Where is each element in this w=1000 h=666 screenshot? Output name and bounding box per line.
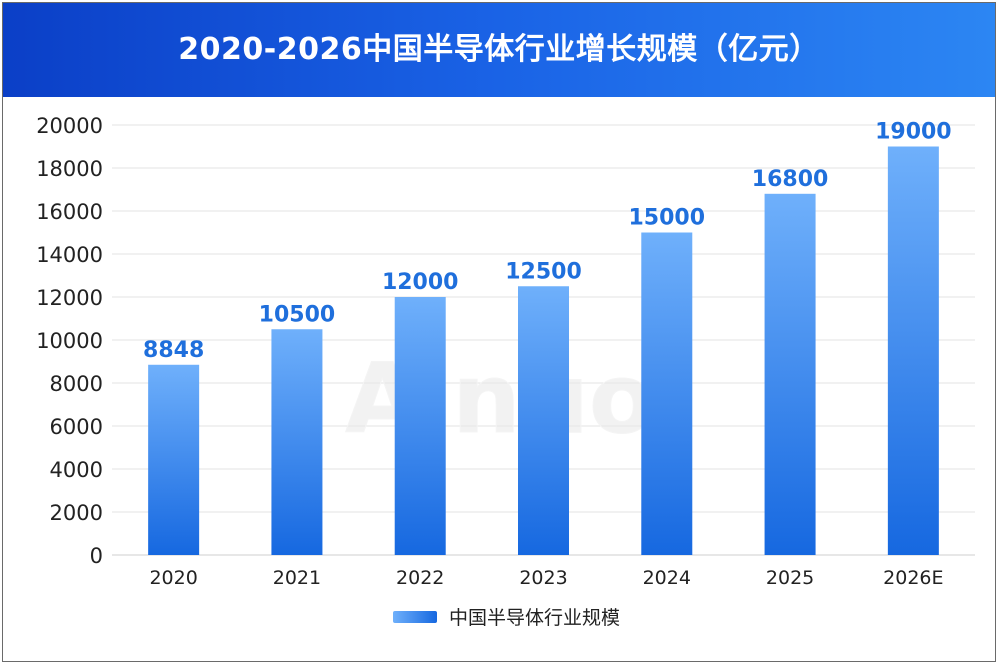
data-label-2023: 12500 bbox=[505, 259, 582, 284]
y-tick-label: 0 bbox=[90, 544, 103, 568]
y-tick-label: 10000 bbox=[36, 329, 103, 353]
y-tick-label: 6000 bbox=[50, 415, 103, 439]
data-label-2021: 10500 bbox=[259, 302, 336, 327]
legend-label: 中国半导体行业规模 bbox=[449, 607, 620, 629]
y-tick-label: 16000 bbox=[36, 200, 103, 224]
bar-2024 bbox=[641, 232, 693, 555]
y-tick-label: 20000 bbox=[36, 114, 103, 138]
data-label-2024: 15000 bbox=[629, 206, 706, 231]
bar-2023 bbox=[518, 286, 569, 555]
y-tick-label: 4000 bbox=[50, 458, 103, 482]
x-tick-label-2025: 2025 bbox=[766, 567, 814, 589]
x-tick-label-2023: 2023 bbox=[519, 567, 567, 589]
bar-2026E bbox=[887, 146, 939, 555]
y-axis-ticks: 0 2000 4000 6000 8000 10000 12000 14000 16000 180… bbox=[36, 114, 103, 568]
chart-title: 2020-2026中国半导体行业增长规模（亿元） bbox=[178, 32, 820, 67]
x-tick-label-2020: 2020 bbox=[149, 567, 197, 589]
bar-2020 bbox=[148, 364, 200, 555]
y-tick-label: 12000 bbox=[36, 286, 103, 310]
y-tick-label: 2000 bbox=[50, 501, 103, 525]
data-label-2025: 16800 bbox=[752, 167, 829, 192]
bar-2021 bbox=[271, 329, 323, 555]
watermark-text: Ainuo bbox=[345, 343, 655, 455]
data-labels: 8848 10500 12000 12500 15000 16800 19000 bbox=[143, 120, 952, 363]
y-tick-label: 18000 bbox=[36, 157, 103, 181]
x-tick-label-2022: 2022 bbox=[396, 567, 444, 589]
x-tick-label-2024: 2024 bbox=[643, 567, 691, 589]
x-tick-label-2021: 2021 bbox=[273, 567, 321, 589]
y-tick-label: 8000 bbox=[50, 372, 103, 396]
bars bbox=[148, 146, 939, 556]
data-label-2022: 12000 bbox=[382, 270, 459, 295]
data-label-2026E: 19000 bbox=[875, 120, 952, 145]
title-banner bbox=[3, 3, 995, 97]
legend-swatch bbox=[393, 611, 437, 623]
legend: 中国半导体行业规模 bbox=[393, 607, 620, 629]
y-tick-label: 14000 bbox=[36, 243, 103, 267]
data-label-2020: 8848 bbox=[143, 338, 204, 363]
bar-2022 bbox=[394, 297, 446, 555]
x-axis-ticks: 2020 2021 2022 2023 2024 2025 2026E bbox=[149, 567, 943, 589]
x-tick-label-2026E: 2026E bbox=[883, 567, 943, 589]
bar-2025 bbox=[764, 193, 816, 556]
